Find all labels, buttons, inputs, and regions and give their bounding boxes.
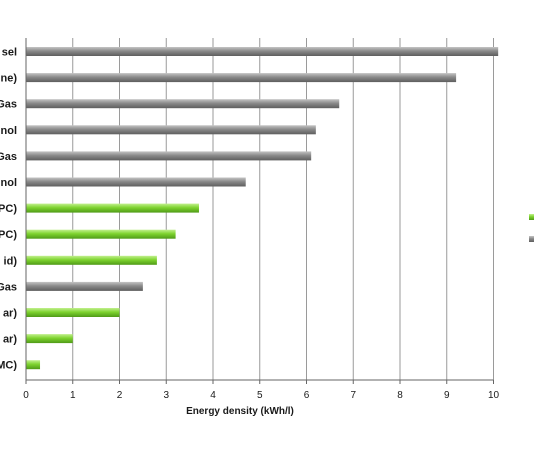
bar — [26, 360, 41, 370]
bar — [26, 125, 316, 135]
bar — [26, 281, 143, 291]
bar — [26, 334, 73, 344]
bar — [26, 203, 199, 213]
x-tick-label: 9 — [444, 390, 450, 401]
x-tick-label: 5 — [257, 390, 263, 401]
category-label: Gas — [0, 99, 17, 111]
category-label: MC) — [0, 360, 17, 372]
legend — [529, 214, 534, 242]
bar — [26, 73, 457, 83]
category-label: PC) — [0, 203, 17, 215]
bar — [26, 151, 312, 161]
x-tick-label: 4 — [210, 390, 216, 401]
x-tick-label: 2 — [117, 390, 123, 401]
category-label: ar) — [3, 334, 17, 346]
x-tick-label: 7 — [350, 390, 356, 401]
category-label: PC) — [0, 229, 17, 241]
bars — [26, 47, 499, 370]
category-label: Gas — [0, 151, 17, 163]
x-tick-label: 6 — [304, 390, 310, 401]
category-label: sel — [2, 47, 17, 59]
category-label: nol — [1, 125, 18, 137]
x-tick-label: 0 — [23, 390, 29, 401]
x-tick-label: 8 — [397, 390, 403, 401]
x-axis-title: Energy density (kWh/l) — [186, 406, 294, 417]
x-tick-label: 10 — [488, 390, 500, 401]
legend-swatch — [529, 236, 534, 242]
category-label: nol — [1, 177, 18, 189]
bar — [26, 99, 340, 109]
category-label: id) — [4, 255, 18, 267]
legend-swatch — [529, 214, 534, 220]
x-tick-label: 3 — [163, 390, 169, 401]
bar — [26, 255, 157, 265]
bar — [26, 229, 176, 239]
x-tick-label: 1 — [70, 390, 76, 401]
bar — [26, 47, 499, 56]
category-label: ne) — [1, 73, 18, 85]
x-tick-labels: 0 1 2 3 4 5 6 7 8 9 10 — [23, 390, 499, 401]
category-label: Gas — [0, 281, 17, 293]
category-labels: sel ne) Gas nol Gas nol PC) PC) id) Gas ar) ar) MC) — [0, 47, 17, 372]
bar — [26, 308, 120, 317]
category-label: ar) — [3, 308, 17, 320]
bar — [26, 177, 246, 187]
